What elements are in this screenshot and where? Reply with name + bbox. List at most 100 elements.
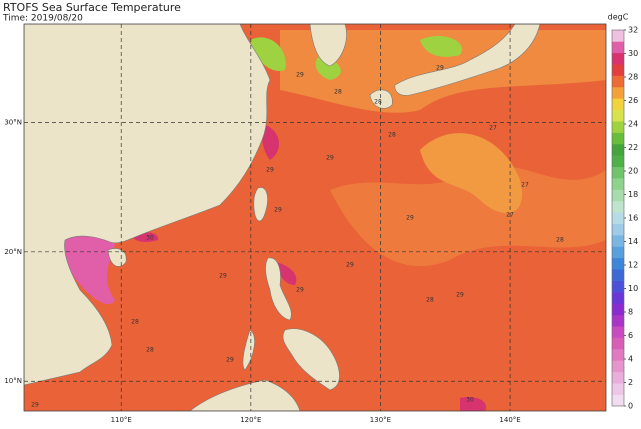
contour-label: 27 <box>489 125 497 132</box>
colorbar-swatch <box>612 292 624 304</box>
colorbar-swatch <box>612 212 624 224</box>
borneo <box>189 379 301 411</box>
colorbar-tick-label: 0 <box>628 402 633 411</box>
lat-label: 10°N <box>4 377 22 385</box>
time-label: Time: 2019/08/20 <box>2 14 83 24</box>
colorbar-swatch <box>612 132 624 145</box>
contour-label: 28 <box>374 99 382 106</box>
colorbar-swatch <box>612 178 624 190</box>
colorbar-swatch <box>612 223 624 236</box>
colorbar-swatch <box>612 371 624 384</box>
colorbar-tick-label: 24 <box>628 120 638 129</box>
colorbar-tick-label: 32 <box>628 26 638 35</box>
colorbar-swatch <box>612 121 624 133</box>
contour-label: 29 <box>406 215 414 222</box>
contour-label: 29 <box>296 287 304 294</box>
colorbar-tick-label: 2 <box>628 378 633 387</box>
colorbar-swatch <box>612 98 624 111</box>
contour-label: 29 <box>456 292 464 299</box>
contour-label: 28 <box>388 132 396 139</box>
colorbar-tick-label: 18 <box>628 190 638 199</box>
contour-label: 30 <box>146 235 154 242</box>
colorbar-swatch <box>612 200 624 213</box>
colorbar-swatch <box>612 337 624 350</box>
colorbar-swatch <box>612 86 624 99</box>
colorbar-swatch <box>612 280 624 293</box>
contour-label: 27 <box>521 182 529 189</box>
contour-label: 30 <box>466 397 474 404</box>
contour-label: 28 <box>334 89 342 96</box>
colorbar-swatch <box>612 303 624 316</box>
colorbar-swatch <box>612 394 624 407</box>
contour-label: 29 <box>296 72 304 79</box>
contour-label: 29 <box>226 357 234 364</box>
colorbar-tick-label: 10 <box>628 284 638 293</box>
colorbar-tick-label: 22 <box>628 143 638 152</box>
contour-label: 28 <box>556 237 564 244</box>
colorbar-tick-label: 4 <box>628 355 633 364</box>
colorbar-label: degC <box>608 13 629 22</box>
colorbar-swatch <box>612 349 624 361</box>
lon-label: 130°E <box>370 416 391 424</box>
colorbar-swatch <box>612 143 624 156</box>
land <box>24 24 541 411</box>
colorbar-swatch <box>612 75 624 88</box>
colorbar-swatch <box>612 52 624 65</box>
colorbar-tick-label: 6 <box>628 331 633 340</box>
colorbar-swatch <box>612 109 624 122</box>
contour-labels: 29 28 28 29 27 28 29 29 27 28 29 29 30 29 28 29 27 29 28 29… <box>31 65 564 409</box>
contour-label: 29 <box>274 207 282 214</box>
colorbar-swatch <box>612 246 624 259</box>
colorbar-tick-label: 16 <box>628 214 638 223</box>
contour-label: 28 <box>146 347 154 354</box>
green-patch <box>250 35 462 80</box>
colorbar-tick-label: 8 <box>628 308 633 317</box>
contour-label: 29 <box>346 262 354 269</box>
colorbar-tick-label: 14 <box>628 237 638 246</box>
philippines <box>242 257 340 391</box>
contour-label: 28 <box>426 297 434 304</box>
contour-label: 28 <box>131 319 139 326</box>
warm-streak <box>420 133 522 214</box>
contour-label: 29 <box>266 167 274 174</box>
colorbar-tick-label: 12 <box>628 261 638 270</box>
colorbar-tick-label: 26 <box>628 96 638 105</box>
colorbar-swatch <box>612 155 624 168</box>
japan <box>369 24 541 109</box>
graticule <box>24 24 606 411</box>
colorbar-swatch <box>612 166 624 179</box>
colorbar-swatch <box>612 269 624 281</box>
colorbar-swatch <box>612 314 624 327</box>
lon-label: 110°E <box>111 416 132 424</box>
hainan <box>107 248 127 267</box>
colorbar-tick-label: 20 <box>628 167 638 176</box>
lat-label: 20°N <box>4 248 22 256</box>
colorbar-swatch <box>612 41 624 54</box>
colorbar-tick-label: 30 <box>628 49 638 58</box>
taiwan <box>253 187 268 222</box>
colorbar-swatch <box>612 64 624 76</box>
contour-label: 29 <box>219 273 227 280</box>
contour-label: 27 <box>506 212 514 219</box>
map: 29 28 28 29 27 28 29 29 27 28 29 29 30 29 28 29 27 29 28 29… <box>24 24 606 411</box>
colorbar-swatch <box>612 326 624 338</box>
title: RTOFS Sea Surface Temperature <box>3 1 181 14</box>
colorbar-swatch <box>612 30 624 42</box>
colorbar-swatch <box>612 235 624 247</box>
korea <box>309 24 347 67</box>
contour-label: 29 <box>436 65 444 72</box>
colorbar-swatch <box>612 360 624 373</box>
colorbar-swatch <box>612 257 624 270</box>
mainland <box>24 24 271 386</box>
contour-label: 29 <box>326 155 334 162</box>
map-frame <box>23 23 607 412</box>
colorbar-swatch <box>612 189 624 202</box>
colorbar-swatch <box>612 383 624 395</box>
lon-label: 120°E <box>240 416 261 424</box>
warm-streak <box>330 165 606 267</box>
colorbar-tick-label: 28 <box>628 73 638 82</box>
lat-label: 30°N <box>4 118 22 126</box>
warm-patch <box>63 229 115 305</box>
